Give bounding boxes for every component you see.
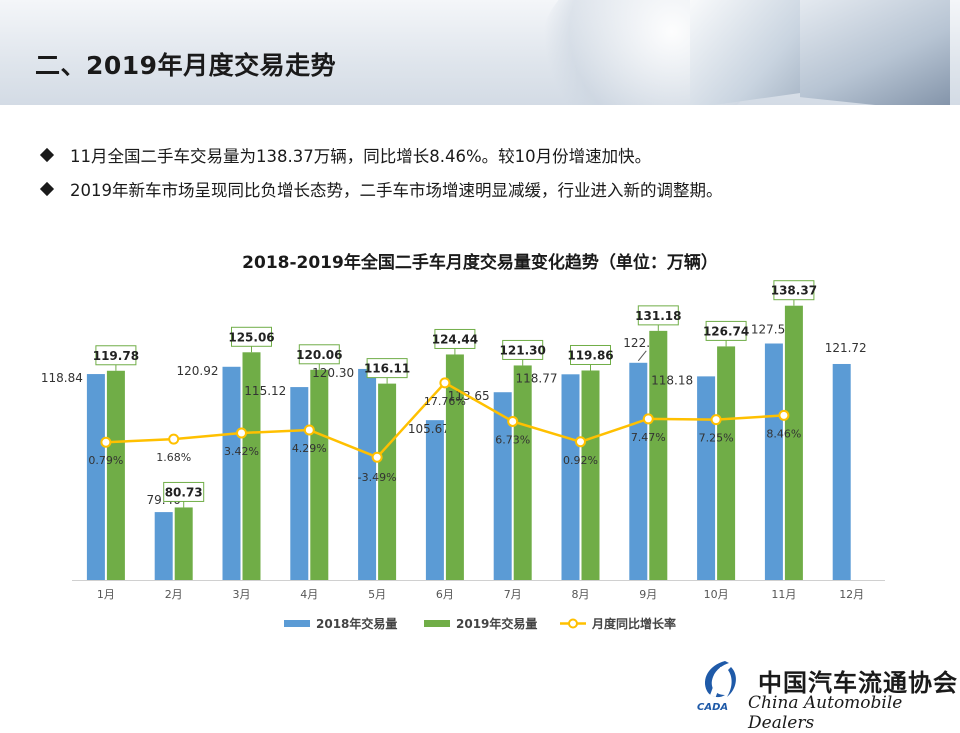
legend-label: 2019年交易量: [456, 616, 537, 631]
growth-rate-point: [507, 415, 519, 427]
data-label-2019: 124.44: [432, 332, 478, 346]
data-label-2018: 105.67: [408, 422, 450, 436]
bar-2019: [513, 365, 532, 580]
x-tick-label: 2月: [165, 588, 183, 601]
bar-2018: [154, 512, 173, 580]
growth-rate-label: 0.92%: [563, 454, 598, 467]
data-label-2019: 138.37: [771, 284, 817, 298]
bar-2018: [222, 366, 241, 580]
data-label-2019: 131.18: [635, 309, 681, 323]
bar-2018: [493, 392, 512, 580]
bar-2019: [310, 369, 329, 580]
growth-rate-point: [168, 433, 180, 445]
growth-rate-point: [236, 427, 247, 439]
growth-rate-point: [371, 451, 383, 463]
x-tick-label: 12月: [839, 588, 864, 601]
bar-2018: [764, 343, 783, 580]
x-tick-label: 4月: [300, 588, 318, 601]
data-label-2018: 118.77: [516, 371, 558, 385]
x-tick-label: 10月: [704, 588, 729, 601]
bar-2019: [717, 346, 736, 580]
data-label-2018: 118.18: [651, 373, 693, 387]
growth-rate-label: 17.76%: [424, 395, 466, 408]
bar-2019: [174, 507, 193, 580]
growth-rate-label: 4.29%: [292, 442, 327, 455]
data-label-2019: 80.73: [165, 485, 203, 499]
growth-rate-point: [100, 436, 112, 448]
growth-rate-point: [439, 377, 451, 389]
growth-rate-label: 3.42%: [224, 445, 259, 458]
label-leader-line: [637, 350, 647, 362]
growth-rate-label: 7.25%: [699, 432, 734, 445]
data-label-2019: 120.06: [296, 348, 342, 362]
data-label-2019: 119.86: [567, 348, 613, 362]
bar-2019: [581, 370, 600, 580]
bar-2019: [242, 352, 261, 580]
bar-2018: [425, 420, 444, 580]
bar-2019: [445, 354, 464, 580]
growth-rate-label: -3.49%: [358, 471, 397, 484]
bar-2018: [832, 363, 851, 580]
data-label-2018: 121.72: [825, 341, 867, 355]
legend-label: 2018年交易量: [316, 616, 397, 631]
bullet-item: 2019年新车市场呈现同比负增长态势，二手车市场增速明显减缓，行业进入新的调整期…: [39, 172, 723, 206]
growth-rate-label: 6.73%: [495, 433, 530, 446]
growth-rate-label: 8.46%: [766, 427, 801, 440]
bar-2018: [86, 374, 105, 580]
bullet-text: 2019年新车市场呈现同比负增长态势，二手车市场增速明显减缓，行业进入新的调整期…: [70, 181, 723, 200]
data-label-2018: 118.84: [41, 371, 83, 385]
bullet-item: 11月全国二手车交易量为138.37万辆，同比增长8.46%。较10月份增速加快…: [39, 138, 723, 172]
growth-rate-point: [642, 413, 654, 425]
logo-text: CADA: [697, 702, 728, 712]
bar-2018: [697, 376, 716, 580]
growth-rate-point: [575, 436, 586, 448]
data-label-2019: 116.11: [364, 362, 410, 376]
bar-2018: [290, 387, 309, 580]
x-tick-label: 5月: [368, 588, 386, 601]
bar-2018: [358, 368, 377, 580]
growth-rate-point: [778, 409, 790, 421]
data-label-2019: 121.30: [500, 343, 546, 357]
x-tick-label: 8月: [572, 588, 590, 601]
bullet-list: 11月全国二手车交易量为138.37万辆，同比增长8.46%。较10月份增速加快…: [39, 138, 723, 206]
bar-2019: [378, 383, 397, 580]
x-tick-label: 6月: [436, 588, 454, 601]
legend-swatch: [568, 618, 578, 629]
org-name-en: China Automobile Dealers: [748, 693, 903, 733]
legend-label: 月度同比增长率: [591, 616, 676, 631]
x-tick-label: 3月: [233, 588, 251, 601]
data-label-2019: 119.78: [93, 349, 139, 363]
growth-rate-point: [710, 414, 722, 426]
growth-rate-label: 0.79%: [88, 454, 123, 467]
header-banner: 二、2019年月度交易走势: [0, 0, 960, 105]
bar-2018: [629, 362, 648, 580]
org-name-cn: 中国汽车流通协会: [758, 669, 958, 697]
bar-2019: [649, 330, 668, 580]
legend-swatch: [424, 620, 450, 627]
data-label-2018: 115.12: [244, 384, 286, 398]
data-label-2019: 125.06: [228, 330, 274, 344]
x-tick-label: 9月: [639, 588, 657, 601]
x-tick-label: 1月: [97, 588, 115, 601]
growth-rate-label: 7.47%: [631, 431, 666, 444]
data-label-2018: 120.30: [312, 366, 354, 380]
bar-2018: [561, 374, 580, 580]
growth-rate-point: [303, 424, 315, 436]
x-tick-label: 7月: [504, 588, 522, 601]
bar-2019: [784, 305, 803, 580]
bullet-text: 11月全国二手车交易量为138.37万辆，同比增长8.46%。较10月份增速加快…: [70, 147, 652, 166]
growth-rate-label: 1.68%: [156, 451, 191, 464]
data-label-2018: 120.92: [177, 364, 219, 378]
data-label-2019: 126.74: [703, 324, 749, 338]
bar-2019: [106, 370, 125, 580]
chart-title: 2018-2019年全国二手车月度交易量变化趋势（单位：万辆）: [242, 253, 718, 273]
legend-swatch: [284, 620, 310, 627]
x-tick-label: 11月: [771, 588, 796, 601]
page-title: 二、2019年月度交易走势: [35, 51, 337, 80]
data-label-2018: 127.57: [751, 323, 793, 337]
cada-logo-icon: CADA: [697, 661, 736, 712]
org-logo: CADA 中国汽车流通协会 China Automobile Dealers: [690, 655, 960, 733]
